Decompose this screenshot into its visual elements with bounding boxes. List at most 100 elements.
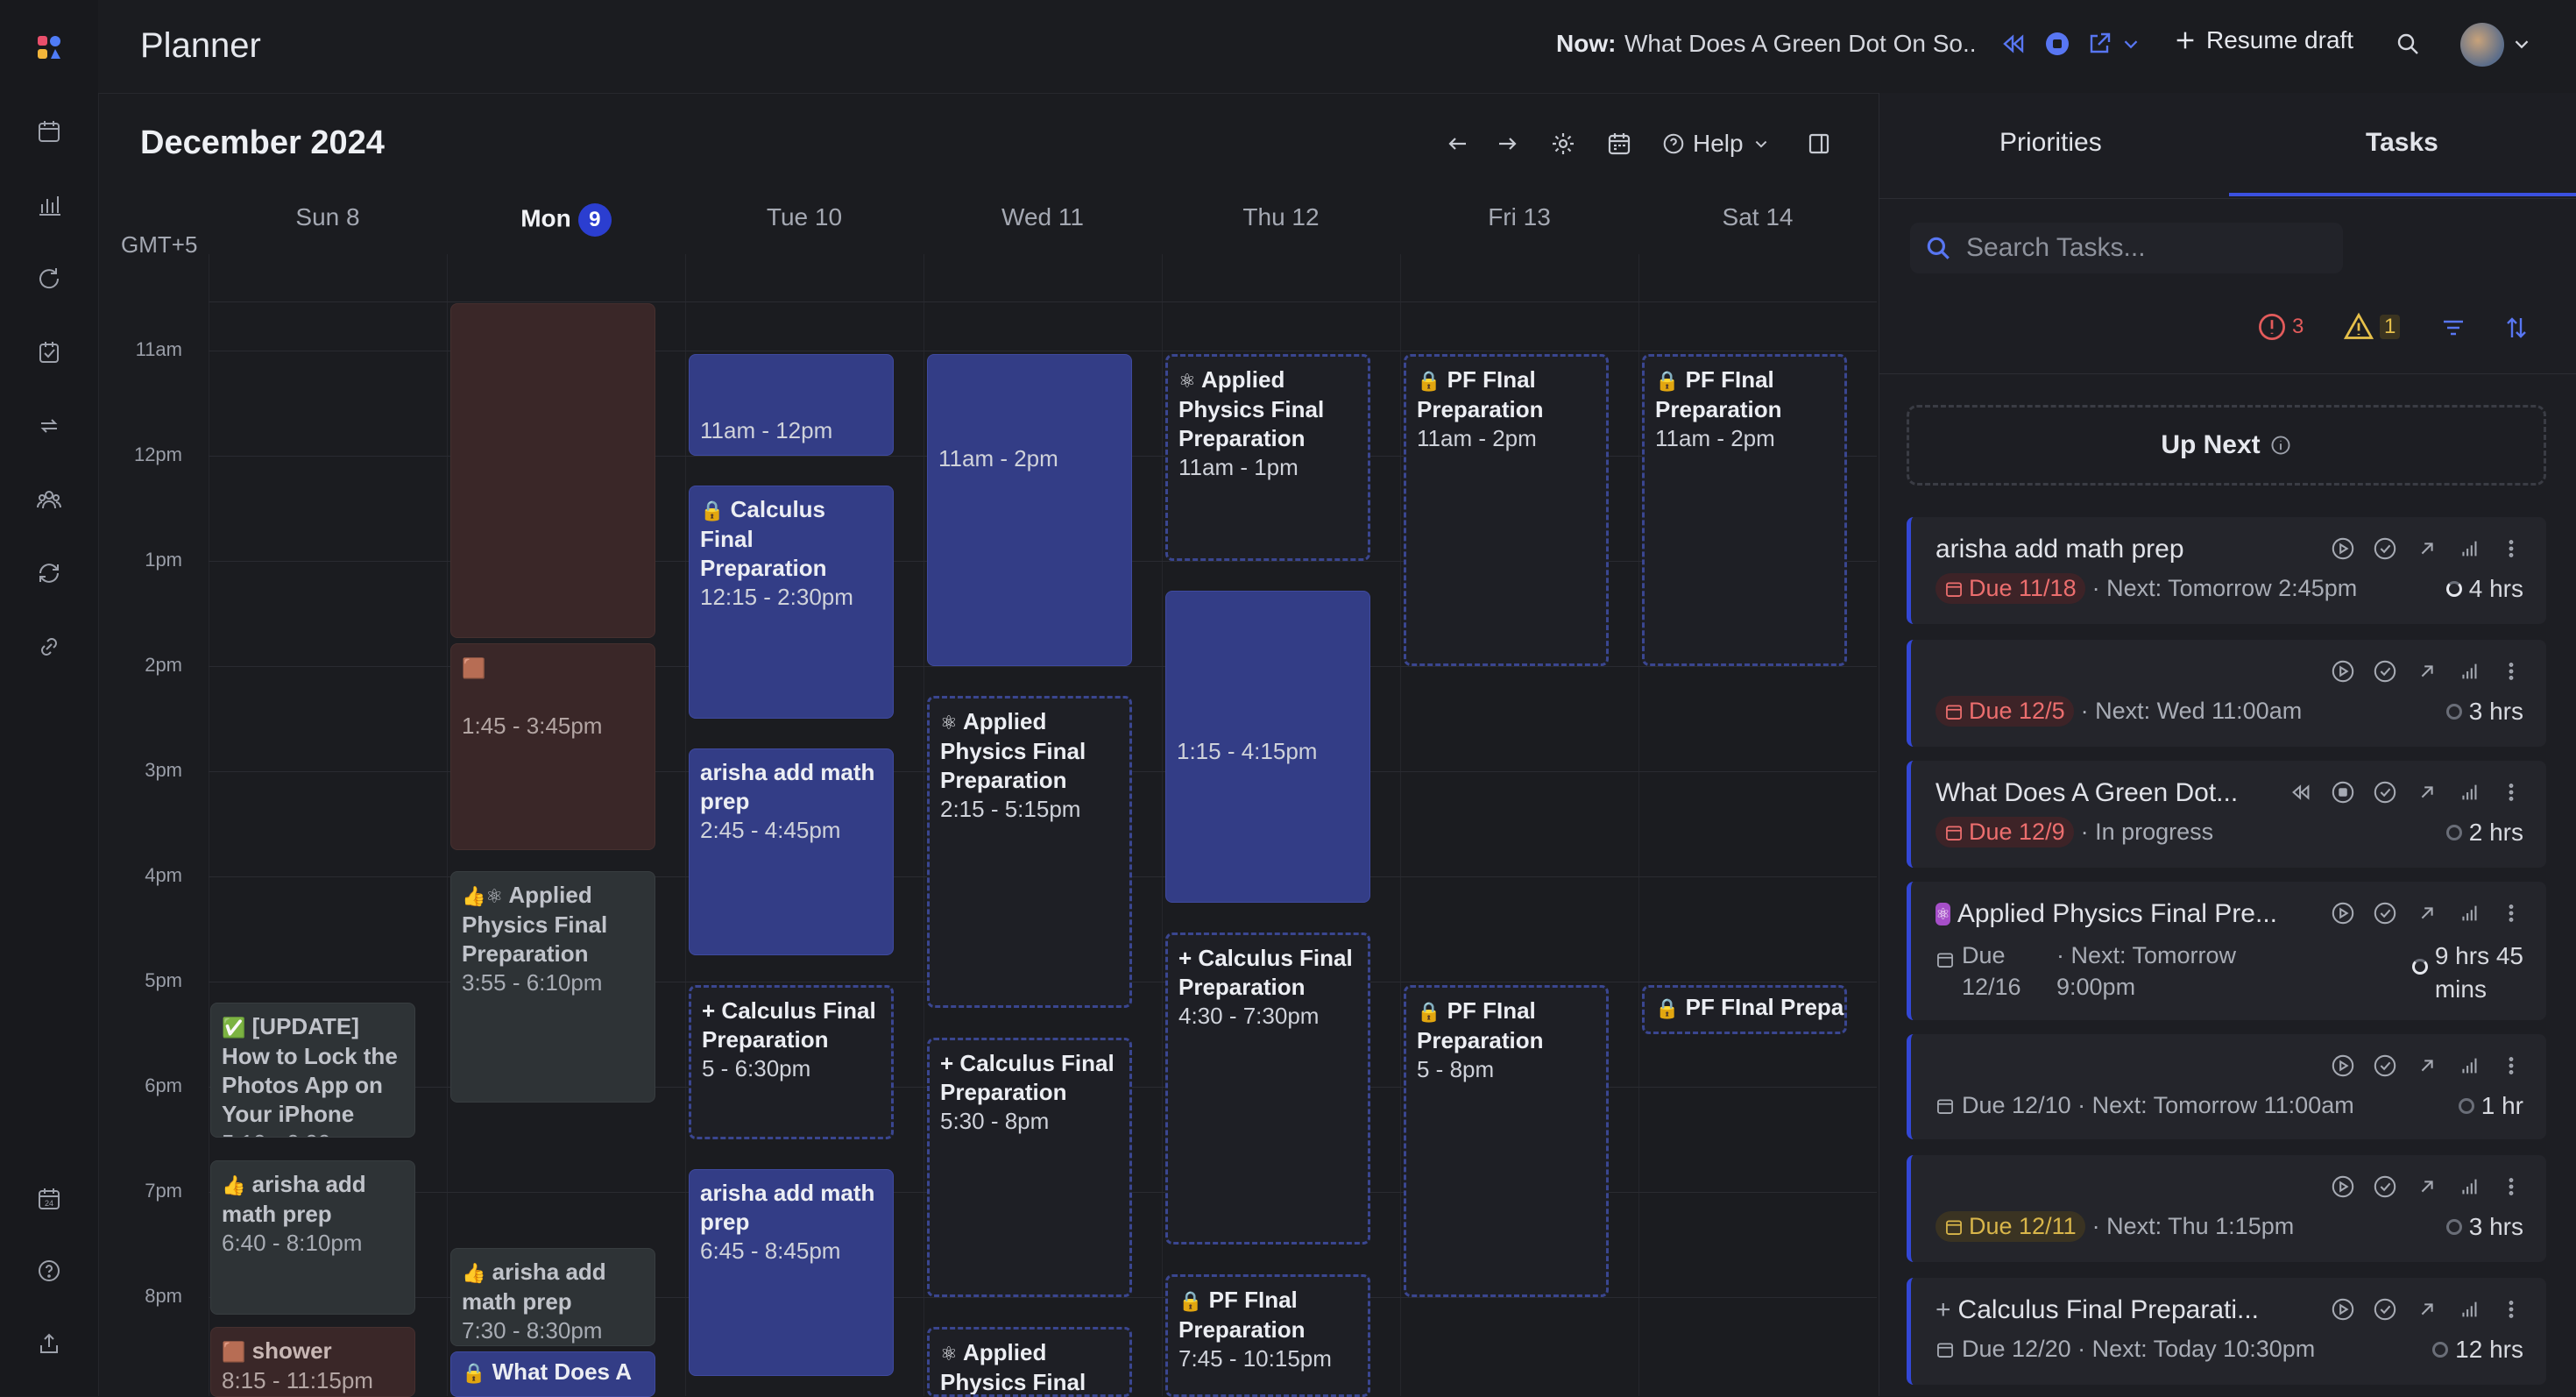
event-card[interactable]: 🔒 PF FInal Preparc [1642,985,1847,1034]
event-card[interactable]: + Calculus Final Preparation 5 - 6:30pm [689,985,894,1139]
event-card[interactable]: 🔒 PF FInal Preparation 5 - 8pm [1404,985,1609,1297]
priority-bars-icon[interactable] [2457,1053,2481,1078]
more-vertical-icon[interactable] [2499,536,2523,561]
complete-check-icon[interactable] [2373,1174,2397,1199]
more-vertical-icon[interactable] [2499,659,2523,684]
open-arrow-icon[interactable] [2415,1053,2439,1078]
account-chevron-icon[interactable] [2509,28,2534,60]
sync-icon[interactable] [32,556,67,591]
event-card[interactable]: 🔒 PF FInal Preparation 11am - 2pm [1404,354,1609,666]
event-card[interactable]: 11am - 2pm [927,354,1132,666]
event-card[interactable]: arisha add math prep 2:45 - 4:45pm [689,748,894,955]
event-card[interactable]: 👍⚛ Applied Physics Final Preparation 3:5… [450,871,655,1103]
event-card[interactable]: 1:15 - 4:15pm [1165,591,1370,903]
rewind-icon[interactable] [2289,780,2313,805]
share-icon[interactable] [32,1327,67,1362]
sort-icon[interactable] [2501,312,2532,344]
tasks-icon[interactable] [32,335,67,370]
event-card[interactable]: ⚛ Applied Physics Final Preparation 11am… [1165,354,1370,561]
event-card[interactable]: ⚛ Applied Physics Final [927,1327,1132,1397]
complete-check-icon[interactable] [2373,659,2397,684]
priority-bars-icon[interactable] [2457,1297,2481,1322]
day-header-sat[interactable]: Sat 14 [1638,203,1877,231]
event-card[interactable]: 👍 arisha add math prep 6:40 - 8:10pm [210,1160,415,1315]
more-vertical-icon[interactable] [2499,1174,2523,1199]
app-logo-icon[interactable] [32,30,67,65]
day-header-sun[interactable]: Sun 8 [209,203,447,231]
task-item[interactable]: ⚛ Applied Physics Final Pre... Due 12/16 ·… [1907,882,2546,1020]
stop-icon[interactable] [2331,780,2355,805]
event-card[interactable]: 11am - 12pm [689,354,894,456]
day-header-fri[interactable]: Fri 13 [1400,203,1638,231]
search-input[interactable] [1964,232,2318,264]
open-arrow-icon[interactable] [2415,536,2439,561]
more-vertical-icon[interactable] [2499,1297,2523,1322]
stop-icon[interactable] [2042,28,2073,60]
priority-bars-icon[interactable] [2457,659,2481,684]
play-icon[interactable] [2331,1053,2355,1078]
play-icon[interactable] [2331,901,2355,925]
event-card[interactable]: ⚛ Applied Physics Final Preparation 2:15… [927,696,1132,1008]
avatar[interactable] [2460,23,2504,67]
play-icon[interactable] [2331,659,2355,684]
help-circle-icon[interactable] [32,1253,67,1288]
day-header-thu[interactable]: Thu 12 [1162,203,1400,231]
priority-bars-icon[interactable] [2457,1174,2481,1199]
event-card[interactable]: arisha add math prep 6:45 - 8:45pm [689,1169,894,1376]
open-arrow-icon[interactable] [2415,659,2439,684]
warning-badge[interactable]: 1 [2343,312,2401,342]
event-card[interactable]: 🔒 Calculus Final Preparation 12:15 - 2:3… [689,486,894,719]
task-item[interactable]: Due 12/5 · Next: Wed 11:00am 3 hrs [1907,640,2546,747]
chevron-down-icon[interactable] [2119,28,2143,60]
day-header-tue[interactable]: Tue 10 [685,203,924,231]
event-card[interactable]: 👍 arisha add math prep 7:30 - 8:30pm [450,1248,655,1346]
priority-bars-icon[interactable] [2457,780,2481,805]
task-item[interactable]: + Calculus Final Preparati... Due 12/20 ·… [1907,1278,2546,1385]
calendar-day-icon[interactable]: 24 [32,1181,67,1216]
complete-check-icon[interactable] [2373,1053,2397,1078]
team-icon[interactable] [32,482,67,517]
event-card[interactable]: + Calculus Final Preparation 4:30 - 7:30… [1165,933,1370,1245]
complete-check-icon[interactable] [2373,780,2397,805]
settings-gear-icon[interactable] [1547,128,1579,160]
up-next-section[interactable]: Up Next [1907,405,2546,486]
complete-check-icon[interactable] [2373,1297,2397,1322]
arrow-right-icon[interactable] [1491,128,1523,160]
event-card[interactable]: + Calculus Final Preparation 5:30 - 8pm [927,1038,1132,1297]
day-header-mon[interactable]: Mon 9 [447,203,685,237]
event-card[interactable]: 🔒 PF FInal Preparation 7:45 - 10:15pm [1165,1274,1370,1397]
habits-icon[interactable] [32,261,67,296]
link-icon[interactable] [32,629,67,664]
event-card[interactable]: 🔒 What Does A [450,1351,655,1397]
repeat-icon[interactable] [32,408,67,443]
task-item[interactable]: Due 12/11 · Next: Thu 1:15pm 3 hrs [1907,1155,2546,1262]
open-arrow-icon[interactable] [2415,901,2439,925]
task-item[interactable]: Due 12/10 · Next: Tomorrow 11:00am 1 hr [1907,1034,2546,1139]
task-item[interactable]: What Does A Green Dot... Due 12/9 · In p… [1907,761,2546,868]
now-task-title[interactable]: What Does A Green Dot On So... [1624,30,1975,57]
resume-draft-button[interactable]: Resume draft [2173,26,2353,54]
more-vertical-icon[interactable] [2499,901,2523,925]
priority-bars-icon[interactable] [2457,901,2481,925]
more-vertical-icon[interactable] [2499,1053,2523,1078]
event-card[interactable]: 🟫 shower 8:15 - 11:15pm [210,1327,415,1397]
more-vertical-icon[interactable] [2499,780,2523,805]
tab-priorities[interactable]: Priorities [1999,128,2102,157]
calendar-view-icon[interactable] [1603,128,1635,160]
calendar-icon[interactable] [32,114,67,149]
open-external-icon[interactable] [2084,28,2115,60]
rewind-icon[interactable] [1998,28,2029,60]
event-card[interactable] [450,303,655,638]
open-arrow-icon[interactable] [2415,780,2439,805]
arrow-left-icon[interactable] [1442,128,1474,160]
play-icon[interactable] [2331,1297,2355,1322]
help-button[interactable]: Help [1661,130,1772,158]
complete-check-icon[interactable] [2373,536,2397,561]
play-icon[interactable] [2331,536,2355,561]
open-arrow-icon[interactable] [2415,1297,2439,1322]
event-card[interactable]: 🟫 1:45 - 3:45pm [450,643,655,850]
day-header-wed[interactable]: Wed 11 [924,203,1162,231]
event-card[interactable]: 🔒 PF FInal Preparation 11am - 2pm [1642,354,1847,666]
toggle-panel-icon[interactable] [1803,128,1835,160]
open-arrow-icon[interactable] [2415,1174,2439,1199]
